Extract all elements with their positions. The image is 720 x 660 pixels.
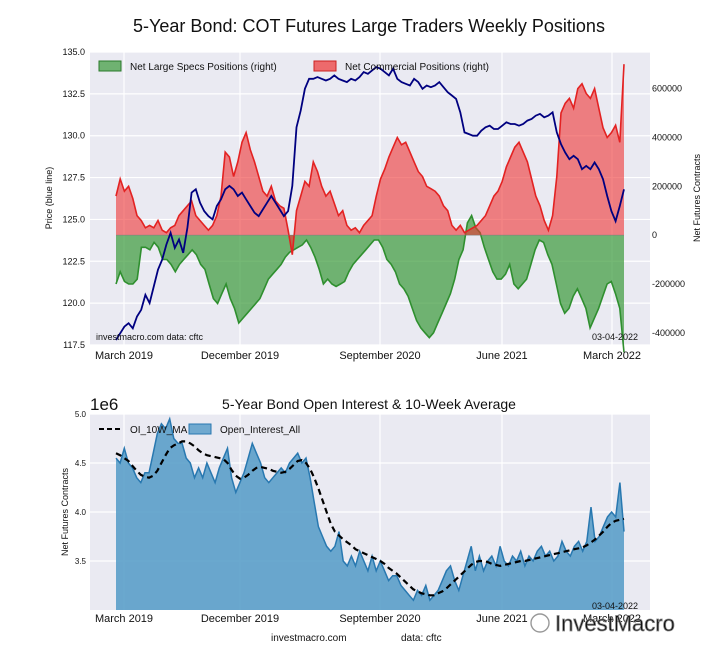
bottom-scale-label: 1e6 — [90, 395, 118, 414]
top-left-tick-label: 130.0 — [62, 131, 85, 141]
specs-line — [115, 213, 625, 353]
top-x-tick-label: March 2022 — [583, 350, 641, 362]
brand-watermark: InvestMacro — [530, 611, 675, 636]
top-right-tick-label: 0 — [652, 230, 657, 240]
commercial-area — [116, 64, 624, 255]
bottom-y-tick-label: 3.5 — [75, 557, 87, 566]
brand-logo-icon — [530, 613, 550, 633]
top-areas — [115, 64, 625, 353]
top-right-tick-label: 600000 — [652, 84, 682, 94]
bottom-areas — [115, 416, 625, 610]
bottom-x-tick-label: September 2020 — [339, 613, 420, 625]
legend-commercial-label: Net Commercial Positions (right) — [345, 62, 489, 73]
legend-oi-label: Open_Interest_All — [220, 425, 300, 436]
open-interest-line — [115, 416, 625, 602]
bottom-axes: 3.5 4.0 4.5 5.0 March 2019 December 2019 Septe… — [75, 410, 641, 625]
top-left-tick-label: 117.5 — [63, 340, 85, 350]
legend-specs-label: Net Large Specs Positions (right) — [130, 62, 277, 73]
top-x-tick-label: June 2021 — [476, 350, 527, 362]
bottom-y-tick-label: 4.0 — [75, 508, 87, 517]
top-chart-title: 5-Year Bond: COT Futures Large Traders W… — [133, 16, 605, 36]
bottom-y-tick-label: 4.5 — [75, 459, 87, 468]
top-right-tick-label: -200000 — [652, 279, 685, 289]
top-left-tick-label: 127.5 — [62, 173, 85, 183]
top-left-tick-label: 125.0 — [62, 214, 85, 224]
top-right-axis-label: Net Futures Contracts — [692, 153, 702, 242]
footer-site: investmacro.com — [271, 633, 347, 644]
bottom-y-axis-label: Net Futures Contracts — [60, 467, 70, 556]
top-date-label: 03-04-2022 — [592, 332, 638, 342]
top-left-tick-label: 122.5 — [62, 256, 85, 266]
legend-oi-swatch — [188, 423, 212, 435]
legend-ma-label: OI_10W_MA — [130, 425, 188, 436]
bottom-chart-title: 5-Year Bond Open Interest & 10-Week Aver… — [222, 396, 516, 412]
top-watermark: investmacro.com data: cftc — [96, 332, 204, 342]
top-x-tick-label: September 2020 — [339, 350, 420, 362]
specs-area — [116, 215, 624, 353]
top-axes: 117.5 120.0 122.5 125.0 127.5 130.0 132.5 135.0… — [62, 47, 685, 362]
top-legend: Net Large Specs Positions (right) Net Co… — [98, 60, 489, 73]
bottom-date-label: 03-04-2022 — [592, 601, 638, 611]
bottom-x-tick-label: June 2021 — [476, 613, 527, 625]
bottom-x-tick-label: March 2022 — [583, 613, 641, 625]
top-left-axis-label: Price (blue line) — [44, 167, 54, 230]
legend-specs-swatch — [98, 60, 122, 72]
top-price-line — [115, 66, 625, 341]
top-right-tick-label: 400000 — [652, 132, 682, 142]
bottom-x-tick-label: December 2019 — [201, 613, 279, 625]
top-x-tick-label: December 2019 — [201, 350, 279, 362]
top-right-tick-label: 200000 — [652, 181, 682, 191]
oi-10w-ma-line — [115, 440, 625, 597]
top-left-tick-label: 135.0 — [62, 47, 85, 57]
bottom-legend: OI_10W_MA Open_Interest_All — [99, 423, 300, 436]
bottom-y-tick-label: 5.0 — [75, 410, 87, 419]
top-left-tick-label: 120.0 — [62, 298, 85, 308]
top-x-tick-label: March 2019 — [95, 350, 153, 362]
commercial-line — [115, 64, 625, 255]
price-line — [115, 66, 625, 341]
top-right-tick-label: -400000 — [652, 328, 685, 338]
top-left-tick-label: 132.5 — [62, 89, 85, 99]
bottom-x-tick-label: March 2019 — [95, 613, 153, 625]
footer-source: data: cftc — [401, 633, 442, 644]
legend-commercial-swatch — [313, 60, 337, 72]
brand-watermark-text: InvestMacro — [555, 611, 675, 636]
